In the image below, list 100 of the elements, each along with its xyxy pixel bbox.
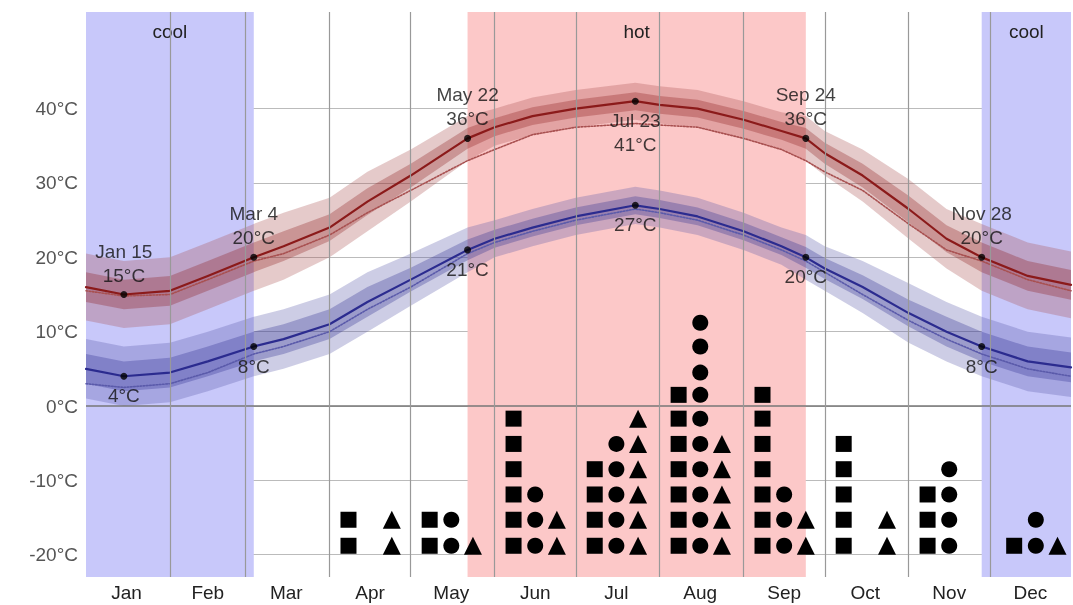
point — [629, 485, 648, 504]
point — [505, 461, 522, 478]
point — [505, 511, 522, 528]
point — [919, 486, 936, 503]
point — [608, 486, 625, 503]
point — [670, 435, 687, 452]
point — [712, 460, 731, 479]
point — [382, 536, 401, 555]
point — [340, 511, 357, 528]
annotation: Nov 28 20°C — [951, 203, 1012, 249]
point — [692, 486, 709, 503]
point — [1006, 537, 1023, 554]
point — [754, 461, 771, 478]
point — [692, 364, 709, 381]
point — [629, 536, 648, 555]
point — [608, 435, 625, 452]
point — [505, 537, 522, 554]
point — [443, 511, 460, 528]
y-tick-label: 10°C — [35, 321, 78, 343]
point — [505, 435, 522, 452]
point — [796, 510, 815, 529]
point — [712, 536, 731, 555]
point — [1027, 537, 1044, 554]
x-tick-label: Oct — [850, 582, 881, 603]
x-tick-label: Jun — [519, 582, 551, 603]
point — [629, 434, 648, 453]
point — [670, 486, 687, 503]
point — [421, 511, 438, 528]
point — [670, 410, 687, 427]
point — [754, 410, 771, 427]
point — [796, 536, 815, 555]
point — [754, 486, 771, 503]
annotation: Jan 15 15°C — [95, 240, 153, 286]
x-tick-label: May — [433, 582, 470, 603]
point — [877, 510, 896, 529]
point — [712, 485, 731, 504]
point — [505, 486, 522, 503]
point — [608, 511, 625, 528]
point — [941, 486, 958, 503]
point — [754, 435, 771, 452]
x-tick-label: Sep — [767, 582, 802, 603]
annotation: 4°C — [107, 385, 140, 407]
y-tick-label: 20°C — [35, 246, 78, 268]
band-label: hot — [623, 21, 651, 42]
point — [835, 537, 852, 554]
y-tick-label: 30°C — [35, 172, 78, 194]
point — [670, 537, 687, 554]
annotation: 20°C — [784, 266, 828, 288]
point — [692, 537, 709, 554]
y-tick-label: -20°C — [29, 544, 78, 566]
point — [754, 386, 771, 403]
point — [835, 435, 852, 452]
point — [629, 510, 648, 529]
point — [776, 537, 793, 554]
point — [547, 510, 566, 529]
point — [692, 338, 709, 355]
point — [670, 511, 687, 528]
point — [692, 511, 709, 528]
point — [608, 461, 625, 478]
annotation: May 22 36°C — [436, 84, 499, 130]
y-tick-label: 40°C — [35, 98, 78, 120]
point — [527, 537, 544, 554]
annotation: 21°C — [446, 258, 489, 280]
point — [692, 461, 709, 478]
annotation: Jul 23 41°C — [609, 110, 661, 156]
point — [712, 510, 731, 529]
point — [692, 435, 709, 452]
point — [340, 537, 357, 554]
point — [776, 486, 793, 503]
point — [835, 486, 852, 503]
annotation: 8°C — [237, 355, 270, 377]
point — [941, 511, 958, 528]
annotation: 8°C — [965, 355, 998, 377]
point — [835, 461, 852, 478]
point — [692, 410, 709, 427]
x-tick-label: Aug — [683, 582, 718, 603]
annotation: Sep 24 36°C — [775, 84, 837, 130]
band-label: cool — [1008, 21, 1044, 42]
point — [527, 486, 544, 503]
point — [586, 537, 603, 554]
point — [670, 386, 687, 403]
point — [443, 537, 460, 554]
x-tick-label: Nov — [932, 582, 967, 603]
point — [505, 410, 522, 427]
point — [692, 386, 709, 403]
y-tick-label: 0°C — [46, 395, 78, 417]
point — [692, 314, 709, 331]
x-tick-label: Jul — [604, 582, 629, 603]
point — [586, 461, 603, 478]
point — [629, 460, 648, 479]
point — [877, 536, 896, 555]
point — [712, 434, 731, 453]
point — [754, 537, 771, 554]
x-tick-label: Mar — [269, 582, 304, 603]
point — [608, 537, 625, 554]
point — [586, 486, 603, 503]
point — [547, 536, 566, 555]
annotation: 27°C — [614, 214, 657, 236]
point — [527, 511, 544, 528]
point — [463, 536, 482, 555]
